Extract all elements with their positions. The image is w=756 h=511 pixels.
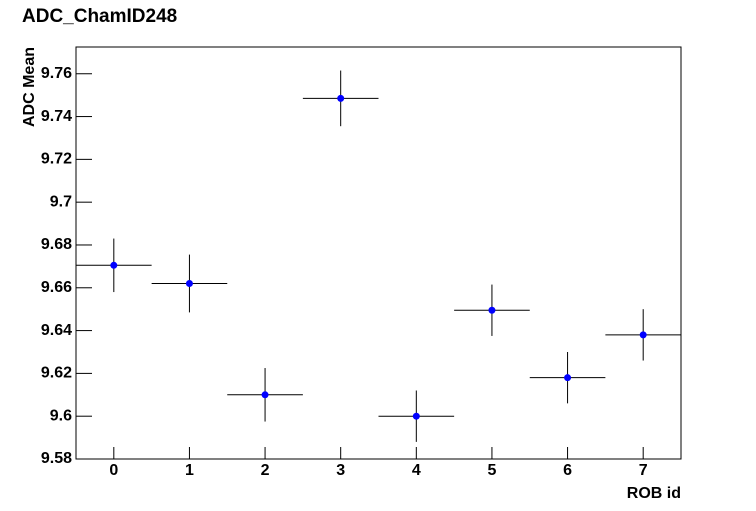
point	[639, 331, 647, 339]
point	[261, 391, 269, 399]
point	[185, 279, 193, 287]
plot-frame	[75, 46, 682, 460]
chart-title: ADC_ChamID248	[22, 6, 177, 27]
y-tick-label: 9.7	[50, 193, 72, 210]
x-tick-label: 7	[639, 462, 648, 479]
x-tick-label: 5	[487, 462, 496, 479]
x-tick-label: 6	[563, 462, 572, 479]
y-tick-label: 9.68	[41, 236, 72, 253]
x-tick-label: 1	[185, 462, 194, 479]
x-tick-label: 3	[336, 462, 345, 479]
x-axis-label: ROB id	[627, 485, 681, 502]
point	[337, 94, 345, 102]
x-tick-label: 0	[109, 462, 118, 479]
y-tick-label: 9.66	[41, 279, 72, 296]
y-tick-label: 9.58	[41, 450, 72, 467]
y-axis-label: ADC Mean	[21, 47, 38, 127]
point	[412, 412, 420, 420]
point	[488, 306, 496, 314]
y-tick-label: 9.76	[41, 65, 72, 82]
y-tick-label: 9.74	[41, 108, 72, 125]
x-tick-label: 2	[261, 462, 270, 479]
point	[564, 374, 572, 382]
y-tick-label: 9.64	[41, 322, 72, 339]
x-tick-label: 4	[412, 462, 421, 479]
y-tick-label: 9.6	[50, 407, 72, 424]
y-tick-label: 9.72	[41, 151, 72, 168]
y-tick-label: 9.62	[41, 365, 72, 382]
point	[110, 261, 118, 269]
